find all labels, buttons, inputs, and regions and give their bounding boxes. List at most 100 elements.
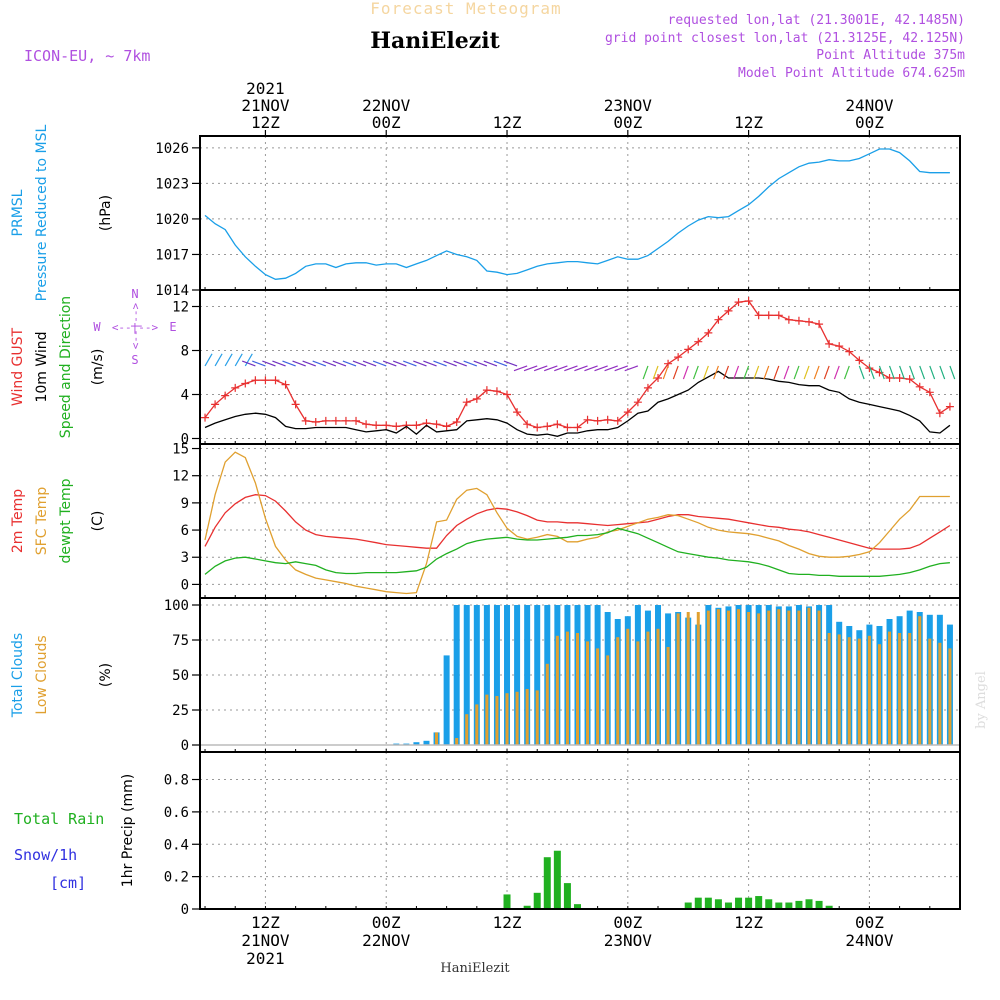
low-cloud-bar: [676, 613, 680, 745]
model-label: ICON-EU, ~ 7km: [24, 47, 150, 65]
gust-marker: [613, 416, 622, 425]
wind-axis-label: Speed and Direction: [58, 296, 74, 438]
gust-marker: [452, 418, 461, 426]
gust-marker: [573, 423, 582, 432]
gust-marker: [251, 376, 260, 385]
gust-marker: [774, 311, 783, 320]
gust-marker: [925, 388, 934, 397]
low-cloud-bar: [666, 647, 670, 745]
gust-marker: [503, 390, 512, 399]
time-label-bottom: 00Z: [613, 913, 642, 932]
total-cloud-bar: [504, 605, 511, 745]
wind-tick-label: 0: [181, 432, 189, 448]
location-title: HaniElezit: [370, 28, 500, 54]
time-label-bottom: 12Z: [734, 913, 763, 932]
wind-direction-arrow: [242, 360, 256, 367]
low-cloud-bar: [475, 704, 479, 745]
low-cloud-bar: [928, 638, 932, 745]
wind-direction-arrow: [234, 353, 243, 367]
low-cloud-bar: [857, 638, 861, 745]
wind-axis-label: (m/s): [90, 349, 106, 386]
precip-tick-label: 0.4: [164, 837, 189, 853]
low-cloud-bar: [555, 635, 559, 745]
low-cloud-bar: [495, 696, 499, 745]
low-cloud-bar: [898, 633, 902, 745]
low-cloud-bar: [535, 690, 539, 745]
clouds-axis-label: (%): [98, 663, 114, 687]
rain-bar: [825, 905, 833, 909]
total-cloud-bar: [473, 605, 480, 745]
time-label-bottom: 12Z: [493, 913, 522, 932]
gust-marker: [563, 423, 572, 432]
rain-bar: [714, 899, 722, 909]
wind-direction-arrow: [312, 360, 327, 367]
gust-marker: [724, 306, 733, 315]
rain-bar: [543, 857, 551, 909]
gust-marker: [221, 391, 230, 400]
wind-direction-arrow: [723, 365, 730, 380]
gust-marker: [533, 423, 542, 432]
wind-direction-arrow: [763, 365, 770, 380]
low-cloud-bar: [737, 609, 741, 745]
temperature-axis-label: dewpt Temp: [58, 478, 74, 563]
clouds-tick-label: 75: [172, 633, 189, 649]
gust-marker: [895, 374, 904, 382]
gust-marker: [754, 311, 763, 320]
wind-direction-arrow: [473, 360, 488, 367]
rain-bar: [755, 896, 763, 909]
clouds-tick-label: 25: [172, 703, 189, 719]
wind-direction-arrow: [813, 365, 820, 380]
rain-bar: [785, 902, 793, 909]
wind-tick-label: 4: [181, 388, 189, 404]
temperature-series-line: [204, 451, 950, 595]
wind-panel-frame: [199, 289, 961, 445]
gust-marker: [794, 316, 803, 325]
low-cloud-bar: [938, 642, 942, 745]
gust-marker: [241, 379, 250, 388]
wind-direction-arrow: [929, 365, 936, 380]
total-cloud-bar: [514, 605, 521, 745]
wind-direction-arrow: [713, 365, 719, 380]
wind-series-line: [204, 300, 951, 429]
wind-direction-arrow: [362, 360, 377, 367]
gust-marker: [513, 408, 522, 417]
temperature-tick-label: 6: [181, 523, 189, 539]
gust-marker: [331, 416, 340, 425]
pressure-tick-label: 1023: [155, 176, 189, 192]
low-cloud-bar: [515, 691, 519, 745]
wind-direction-arrow: [523, 365, 538, 372]
wind-direction-arrow: [584, 365, 598, 372]
wind-direction-arrow: [322, 360, 337, 367]
compass-horizontal: <--|-->: [112, 321, 159, 334]
clouds-tick-label: 0: [181, 738, 189, 754]
gust-marker: [472, 394, 481, 403]
low-cloud-bar: [465, 714, 469, 745]
total-cloud-bar: [443, 655, 450, 745]
wind-direction-arrow: [843, 365, 850, 380]
wind-direction-arrow: [463, 360, 478, 367]
clouds-axis-label: Total Clouds: [10, 633, 26, 718]
clouds-tick-label: 100: [164, 598, 189, 614]
wind-direction-arrow: [533, 365, 548, 372]
gust-marker: [553, 420, 562, 429]
time-label-bottom: 24NOV: [845, 931, 894, 950]
rain-bar: [775, 902, 783, 909]
wind-direction-arrow: [543, 365, 558, 372]
wind-direction-arrow: [939, 365, 946, 380]
gust-marker: [835, 342, 844, 351]
compass-vertical: <--|-->: [129, 302, 142, 349]
wind-direction-arrow: [949, 365, 956, 380]
pressure-tick-label: 1014: [155, 283, 189, 299]
gust-marker: [201, 413, 210, 422]
compass-west: W: [93, 320, 101, 334]
wind-direction-arrow: [214, 353, 223, 367]
wind-direction-arrow: [594, 365, 608, 372]
time-label-bottom: 00Z: [372, 913, 401, 932]
wind-direction-arrow: [493, 360, 508, 367]
gust-marker: [231, 383, 240, 392]
time-label-top: 2021: [246, 79, 285, 98]
wind-direction-arrow: [783, 365, 790, 380]
low-cloud-bar: [877, 644, 881, 745]
low-cloud-bar: [797, 610, 801, 745]
gust-marker: [905, 375, 914, 384]
